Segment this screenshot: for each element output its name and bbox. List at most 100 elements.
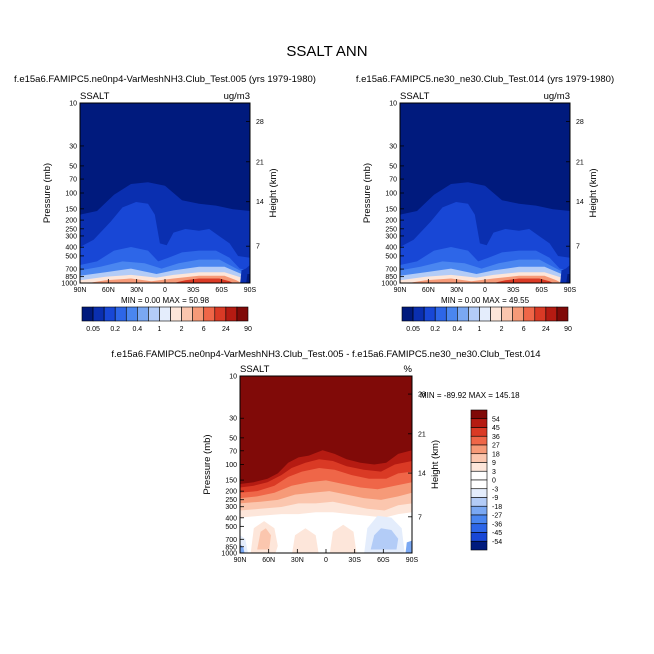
- y-tick-label: 70: [389, 177, 397, 184]
- colorbar-box: [470, 497, 488, 507]
- x-tick-label: 0: [324, 557, 328, 564]
- colorbar-box: [114, 306, 127, 322]
- colorbar-box: [137, 306, 149, 322]
- colorbar-box: [556, 306, 569, 322]
- colorbar-label: 18: [492, 451, 500, 458]
- right-axis-title: Height (km): [430, 440, 441, 489]
- colorbar-label: 27: [492, 443, 500, 450]
- y-tick-label: 100: [65, 191, 77, 198]
- colorbar-box: [236, 306, 249, 322]
- colorbar-box: [470, 409, 488, 420]
- x-tick-label: 90S: [406, 557, 419, 564]
- colorbar-box: [170, 306, 182, 322]
- x-tick-label: 30N: [450, 287, 463, 294]
- right-axis-title: Height (km): [588, 168, 599, 217]
- variable-label: SSALT: [80, 91, 110, 102]
- x-tick-label: 0: [483, 287, 487, 294]
- height-tick-label: 7: [256, 244, 260, 251]
- y-tick-label: 300: [65, 233, 77, 240]
- colorbar-label: 90: [564, 326, 572, 333]
- colorbar-box: [92, 306, 105, 322]
- height-tick-label: 14: [418, 471, 426, 478]
- y-tick-label: 1000: [61, 281, 77, 288]
- y-tick-label: 500: [385, 253, 397, 260]
- contour-level: [493, 278, 553, 283]
- colorbar-box: [470, 418, 488, 428]
- height-tick-label: 21: [418, 431, 426, 438]
- colorbar-box: [470, 444, 488, 455]
- colorbar-box: [523, 306, 536, 322]
- x-tick-label: 60N: [422, 287, 435, 294]
- colorbar-box: [401, 306, 414, 322]
- contour-level: [370, 528, 399, 550]
- variable-label: SSALT: [240, 364, 270, 375]
- contour-level: [257, 528, 271, 550]
- stats-label: MIN = -89.92 MAX = 145.18: [420, 391, 520, 400]
- panel-title: f.e15a6.FAMIPC5.ne0np4-VarMeshNH3.Club_T…: [14, 74, 316, 85]
- colorbar-label: 3: [492, 469, 496, 476]
- y-tick-label: 30: [389, 143, 397, 150]
- colorbar-label: 0.05: [406, 326, 420, 333]
- field-2: [239, 375, 413, 554]
- colorbar-box: [148, 306, 160, 322]
- y-tick-label: 10: [69, 101, 77, 108]
- y-tick-label: 50: [389, 163, 397, 170]
- x-tick-label: 60N: [102, 287, 115, 294]
- contour-level: [405, 540, 412, 553]
- height-tick-label: 7: [418, 514, 422, 521]
- colorbar-box: [192, 306, 205, 322]
- y-tick-label: 50: [69, 163, 77, 170]
- y-tick-label: 150: [65, 206, 77, 213]
- panel-title: f.e15a6.FAMIPC5.ne30_ne30.Club_Test.014 …: [356, 74, 614, 85]
- colorbar-box: [512, 306, 525, 322]
- height-tick-label: 21: [576, 159, 584, 166]
- colorbar-label: -9: [492, 495, 498, 502]
- colorbar-label: 6: [202, 326, 206, 333]
- colorbar-label: -45: [492, 530, 502, 537]
- y-axis-title: Pressure (mb): [202, 434, 213, 494]
- colorbar-label: -36: [492, 521, 502, 528]
- y-tick-label: 500: [65, 253, 77, 260]
- x-tick-label: 90N: [74, 287, 87, 294]
- y-tick-label: 300: [225, 504, 237, 511]
- colorbar-box: [470, 453, 488, 463]
- colorbar-label: 0: [492, 478, 496, 485]
- height-tick-label: 21: [256, 159, 264, 166]
- colorbar-label: 54: [492, 416, 500, 423]
- x-tick-label: 90S: [564, 287, 577, 294]
- colorbar-box: [545, 306, 558, 322]
- y-tick-label: 70: [69, 177, 77, 184]
- y-tick-label: 700: [385, 267, 397, 274]
- x-tick-label: 30S: [507, 287, 520, 294]
- colorbar-label: 24: [542, 326, 550, 333]
- colorbar-box: [203, 306, 216, 322]
- contour-level: [246, 274, 250, 283]
- colorbar-box: [490, 306, 502, 322]
- x-tick-label: 90N: [394, 287, 407, 294]
- x-tick-label: 30S: [187, 287, 200, 294]
- colorbar-box: [434, 306, 447, 322]
- colorbar-box: [103, 306, 116, 322]
- figure-title: SSALT ANN: [286, 43, 368, 60]
- colorbar-label: 2: [500, 326, 504, 333]
- x-tick-label: 30S: [348, 557, 361, 564]
- y-tick-label: 400: [225, 515, 237, 522]
- colorbar-label: 24: [222, 326, 230, 333]
- colorbar-box: [468, 306, 480, 322]
- height-tick-label: 28: [256, 119, 264, 126]
- y-tick-label: 100: [225, 462, 237, 469]
- colorbar-label: 9: [492, 460, 496, 467]
- colorbar-label: 6: [522, 326, 526, 333]
- colorbar-label: -18: [492, 504, 502, 511]
- x-tick-label: 90S: [244, 287, 257, 294]
- y-tick-label: 850: [225, 544, 237, 551]
- colorbar-box: [214, 306, 227, 322]
- colorbar-box: [181, 306, 193, 322]
- y-tick-label: 10: [389, 101, 397, 108]
- x-tick-label: 60S: [377, 557, 390, 564]
- y-tick-label: 850: [385, 274, 397, 281]
- colorbar-box: [445, 306, 458, 322]
- colorbar-box: [470, 540, 488, 551]
- stats-label: MIN = 0.00 MAX = 50.98: [121, 296, 210, 305]
